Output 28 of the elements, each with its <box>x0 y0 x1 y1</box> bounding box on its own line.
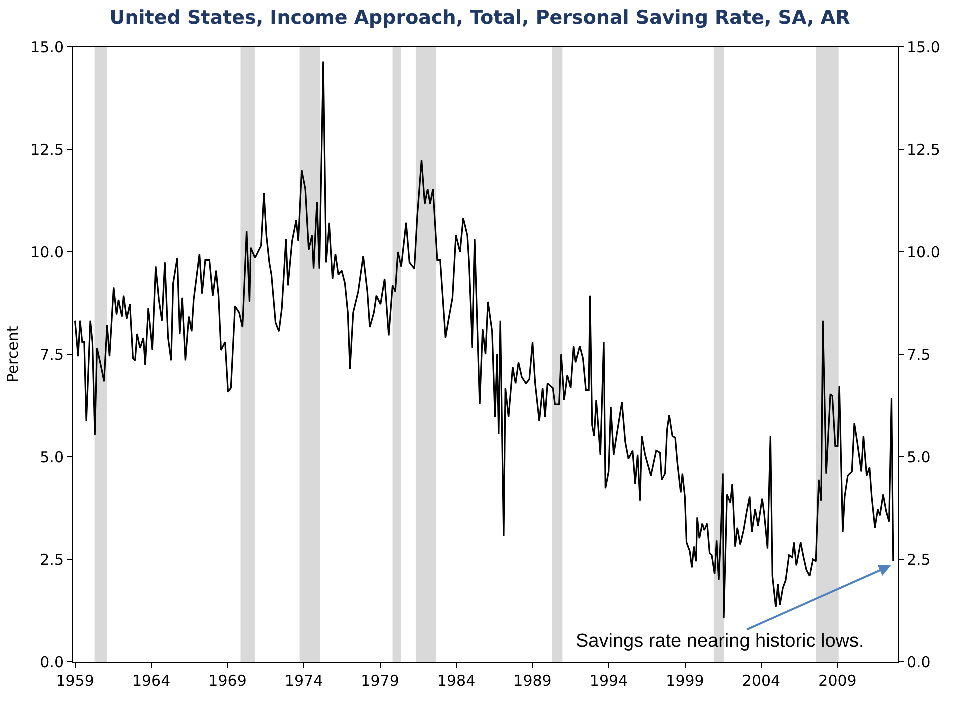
y-tick-label: 5.0 <box>40 448 64 466</box>
y-tick-label: 10.0 <box>30 243 64 262</box>
x-tick-label: 1989 <box>514 672 552 690</box>
x-tick-label: 1979 <box>361 672 400 690</box>
x-tick-label: 1984 <box>437 672 476 690</box>
y-tick-label: 0.0 <box>40 653 64 672</box>
y2-tick-label: 10.0 <box>907 243 940 262</box>
x-tick-label: 1999 <box>666 672 704 690</box>
y2-tick-label: 0.0 <box>907 653 931 672</box>
x-tick-label: 1964 <box>132 672 171 690</box>
annotation: Savings rate nearing historic lows. <box>576 631 864 652</box>
y2-tick-label: 5.0 <box>907 448 931 466</box>
x-tick-label: 1969 <box>208 672 247 690</box>
y2-tick-label: 12.5 <box>907 140 940 159</box>
y-axis-title: Percent <box>4 326 22 383</box>
y-tick-label: 7.5 <box>40 346 64 364</box>
x-tick-label: 1974 <box>284 672 324 690</box>
y-tick-label: 12.5 <box>30 140 64 159</box>
y2-tick-label: 2.5 <box>907 550 931 569</box>
x-tick-label: 1994 <box>590 672 628 690</box>
y-tick-label: 2.5 <box>40 550 64 569</box>
chart-title: United States, Income Approach, Total, Personal Saving Rate, SA, AR <box>110 7 851 30</box>
x-tick-label: 2004 <box>742 672 781 690</box>
x-tick-label: 2009 <box>818 672 857 690</box>
y-tick-label: 15.0 <box>30 38 64 56</box>
y2-tick-label: 15.0 <box>907 38 940 56</box>
y2-tick-label: 7.5 <box>907 346 931 364</box>
x-tick-label: 1959 <box>56 672 94 690</box>
